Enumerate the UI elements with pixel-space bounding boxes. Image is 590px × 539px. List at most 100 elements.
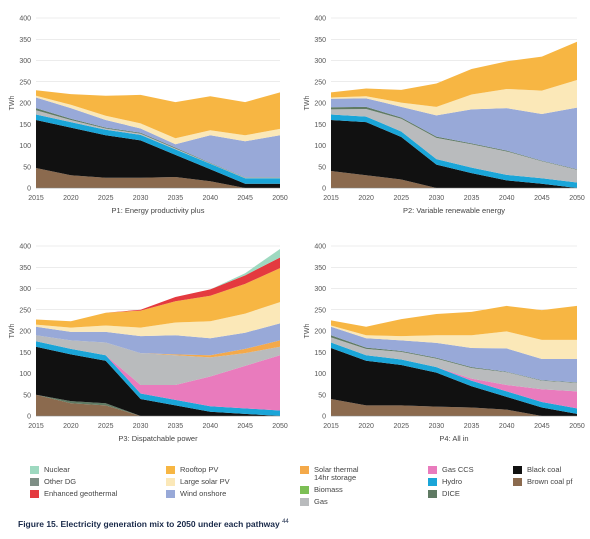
y-tick-label: 250 (19, 79, 31, 86)
area-black-coal (36, 120, 280, 188)
area-gas (36, 335, 280, 385)
x-tick-label: 2050 (569, 195, 585, 202)
y-tick-label: 0 (27, 186, 31, 193)
x-tick-label: 2015 (323, 423, 339, 430)
legend-label-biomass: Biomass (314, 485, 343, 494)
legend-item-other-dg: Other DG (30, 478, 76, 486)
y-tick-label: 350 (19, 37, 31, 44)
area-brown-coal-pf (331, 399, 577, 416)
area-wind-onshore (36, 323, 280, 356)
chart-panel-4: 0 50 100 150 200 250 300 350 400 2015 2020 2025 2030… (304, 244, 585, 444)
legend-swatch-large-solar-pv (166, 478, 175, 486)
legend-label-dice: DICE (442, 489, 460, 498)
panel-title: P3: Dispatchable power (118, 434, 198, 443)
legend-swatch-dice (428, 490, 437, 498)
y-tick-label: 0 (27, 414, 31, 421)
area-rooftop-pv (36, 268, 280, 328)
x-tick-label: 2035 (464, 423, 480, 430)
y-tick-label: 0 (322, 186, 326, 193)
x-tick-label: 2020 (358, 423, 374, 430)
x-tick-label: 2020 (63, 195, 79, 202)
panel-title: P2: Variable renewable energy (403, 206, 505, 215)
area-large-solar-pv (36, 95, 280, 145)
legend-swatch-nuclear (30, 466, 39, 474)
x-tick-label: 2030 (133, 423, 149, 430)
legend-item-gas-ccs: Gas CCS (428, 466, 474, 474)
legend-swatch-solar-thermal (300, 466, 309, 474)
caption-text: Figure 15. Electricity generation mix to… (18, 519, 280, 529)
area-brown-coal-pf (36, 394, 280, 416)
x-tick-label: 2015 (28, 195, 44, 202)
area-gas-ccs (331, 342, 577, 409)
legend-label-brown-coal-pf: Brown coal pf (527, 477, 573, 486)
legend-label-solar-thermal: Solar thermal 14hr storage (314, 465, 359, 482)
x-tick-label: 2025 (98, 195, 114, 202)
x-tick-label: 2035 (464, 195, 480, 202)
legend-label-other-dg: Other DG (44, 477, 77, 486)
x-tick-label: 2045 (237, 423, 253, 430)
y-tick-label: 400 (19, 16, 31, 23)
y-axis-label: TWh (9, 96, 16, 111)
x-tick-label: 2045 (237, 195, 253, 202)
area-hydro (331, 342, 577, 414)
area-gas-ccs (36, 341, 280, 411)
legend-label-rooftop-pv: Rooftop PV (180, 465, 219, 474)
legend-item-enhanced-geothermal: Enhanced geothermal (30, 490, 117, 498)
legend-item-nuclear: Nuclear (30, 466, 70, 474)
y-tick-label: 50 (23, 392, 31, 399)
y-tick-label: 200 (314, 101, 326, 108)
y-tick-label: 400 (314, 244, 326, 251)
y-tick-label: 200 (19, 101, 31, 108)
legend-item-rooftop-pv: Rooftop PV (166, 466, 218, 474)
y-tick-label: 250 (314, 79, 326, 86)
x-tick-label: 2015 (28, 423, 44, 430)
legend-item-large-solar-pv: Large solar PV (166, 478, 230, 486)
area-large-solar-pv (331, 325, 577, 360)
y-axis-label: TWh (304, 96, 311, 111)
chart-grid: 0 50 100 150 200 250 300 350 400 2015 2020 2025 2030… (9, 16, 585, 444)
y-tick-label: 300 (314, 286, 326, 293)
y-tick-label: 200 (314, 329, 326, 336)
x-tick-label: 2030 (133, 195, 149, 202)
legend-swatch-hydro (428, 478, 437, 486)
panel-title: P1: Energy productivity plus (112, 206, 205, 215)
panel-title: P4: All in (439, 434, 468, 443)
legend-swatch-gas (300, 498, 309, 506)
legend-swatch-wind-onshore (166, 490, 175, 498)
area-black-coal (331, 348, 577, 416)
y-tick-label: 0 (322, 414, 326, 421)
caption-footnote-ref: 44 (282, 519, 289, 526)
y-tick-label: 50 (23, 164, 31, 171)
area-brown-coal-pf (331, 171, 577, 188)
x-tick-label: 2020 (63, 423, 79, 430)
y-tick-label: 100 (19, 371, 31, 378)
area-rooftop-pv (36, 90, 280, 139)
y-tick-label: 350 (314, 37, 326, 44)
area-large-solar-pv (36, 302, 280, 339)
y-axis-label: TWh (304, 324, 311, 339)
x-tick-label: 2025 (393, 195, 409, 202)
legend-item-black-coal: Black coal (513, 466, 561, 474)
y-axis-label: TWh (9, 324, 16, 339)
legend-swatch-brown-coal-pf (513, 478, 522, 486)
x-tick-label: 2030 (429, 423, 445, 430)
legend-label-nuclear: Nuclear (44, 465, 70, 474)
x-tick-label: 2035 (168, 195, 184, 202)
area-dice (331, 106, 577, 170)
area-wind-onshore (331, 326, 577, 383)
legend-swatch-biomass (300, 486, 309, 494)
legend-swatch-other-dg (30, 478, 39, 486)
x-tick-label: 2035 (168, 423, 184, 430)
area-black-coal (331, 120, 577, 188)
y-tick-label: 150 (314, 350, 326, 357)
chart-panel-1: 0 50 100 150 200 250 300 350 400 2015 2020 2025 2030… (9, 16, 288, 216)
x-tick-label: 2040 (202, 195, 218, 202)
y-tick-label: 100 (19, 143, 31, 150)
x-tick-label: 2040 (202, 423, 218, 430)
chart-panel-2: 0 50 100 150 200 250 300 350 400 2015 2020 2025 2030… (304, 16, 585, 216)
y-tick-label: 100 (314, 371, 326, 378)
legend-swatch-rooftop-pv (166, 466, 175, 474)
y-tick-label: 400 (19, 244, 31, 251)
y-tick-label: 400 (314, 16, 326, 23)
area-wind-onshore (36, 97, 280, 178)
